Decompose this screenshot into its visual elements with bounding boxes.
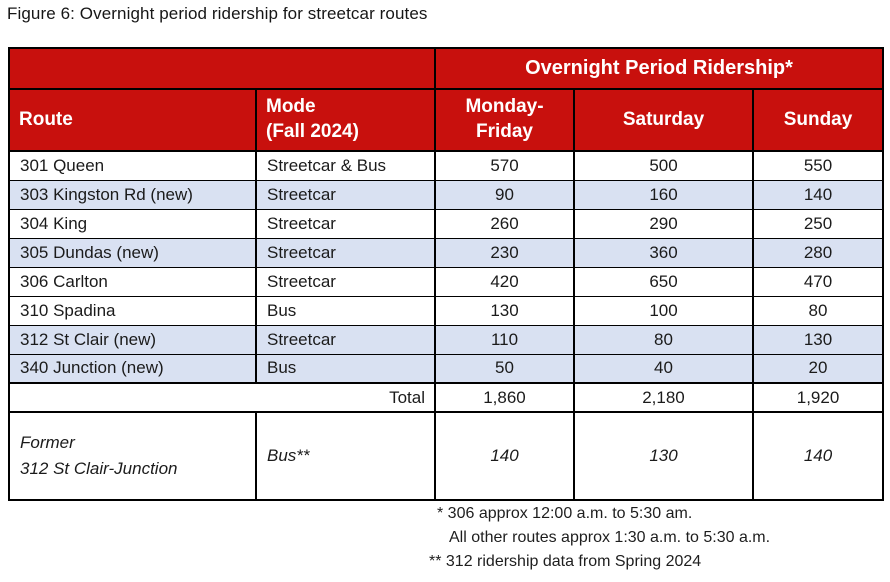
table-row-301-queen: 301 Queen Streetcar & Bus 570 500 550 [8,150,885,181]
route-cell: 301 Queen [8,150,257,181]
former-route-row: Former 312 St Clair-Junction Bus** 140 1… [8,411,885,501]
sunday-cell: 140 [751,179,885,210]
table-row-306-carlton: 306 Carlton Streetcar 420 650 470 [8,266,885,297]
monfri-cell: 50 [434,353,575,384]
table-row-304-king: 304 King Streetcar 260 290 250 [8,208,885,239]
route-cell: 310 Spadina [8,295,257,326]
total-label: Total [8,382,436,413]
sunday-cell: 130 [751,324,885,355]
table-row-310-spadina: 310 Spadina Bus 130 100 80 [8,295,885,326]
mode-cell: Bus [255,295,436,326]
former-mode-cell: Bus** [255,411,436,501]
mode-cell: Streetcar [255,266,436,297]
mode-cell: Streetcar [255,237,436,268]
sunday-cell: 250 [751,208,885,239]
figure-title: Figure 6: Overnight period ridership for… [7,4,428,23]
mode-cell: Streetcar & Bus [255,150,436,181]
footnotes: * 306 approx 12:00 a.m. to 5:30 am. All … [429,502,770,574]
sunday-cell: 550 [751,150,885,181]
banner-title: Overnight Period Ridership* [433,47,885,90]
route-cell: 303 Kingston Rd (new) [8,179,257,210]
saturday-cell: 160 [573,179,754,210]
column-header-row: Route Mode (Fall 2024) Monday- Friday Sa… [8,88,885,152]
monfri-cell: 90 [434,179,575,210]
mode-cell: Bus [255,353,436,384]
col-header-sunday: Sunday [751,88,885,152]
col-header-mode: Mode (Fall 2024) [255,88,436,152]
sunday-cell: 280 [751,237,885,268]
footnote-other-routes: All other routes approx 1:30 a.m. to 5:3… [449,529,771,546]
former-sunday-cell: 140 [751,411,885,501]
col-header-saturday: Saturday [573,88,754,152]
route-cell: 304 King [8,208,257,239]
monfri-cell: 420 [434,266,575,297]
table-row-303-kingston-rd: 303 Kingston Rd (new) Streetcar 90 160 1… [8,179,885,210]
monfri-cell: 230 [434,237,575,268]
monfri-cell: 570 [434,150,575,181]
route-cell: 340 Junction (new) [8,353,257,384]
saturday-cell: 80 [573,324,754,355]
total-saturday-cell: 2,180 [573,382,754,413]
route-cell: 306 Carlton [8,266,257,297]
table-row-312-st-clair: 312 St Clair (new) Streetcar 110 80 130 [8,324,885,355]
former-saturday-cell: 130 [573,411,754,501]
sunday-cell: 20 [751,353,885,384]
former-monfri-cell: 140 [434,411,575,501]
footnote-asterisk: * 306 approx 12:00 a.m. to 5:30 am. [437,505,693,522]
monfri-cell: 130 [434,295,575,326]
banner-empty-cell [8,47,436,90]
total-row: Total 1,860 2,180 1,920 [8,382,885,413]
saturday-cell: 500 [573,150,754,181]
total-monfri-cell: 1,860 [434,382,575,413]
former-route-cell: Former 312 St Clair-Junction [8,411,257,501]
mode-cell: Streetcar [255,324,436,355]
monfri-cell: 260 [434,208,575,239]
saturday-cell: 290 [573,208,754,239]
monfri-cell: 110 [434,324,575,355]
ridership-table: Overnight Period Ridership* Route Mode (… [8,47,885,501]
table-row-305-dundas: 305 Dundas (new) Streetcar 230 360 280 [8,237,885,268]
col-header-monday-friday: Monday- Friday [434,88,575,152]
footnote-double-asterisk: ** 312 ridership data from Spring 2024 [429,553,702,570]
table-row-340-junction: 340 Junction (new) Bus 50 40 20 [8,353,885,384]
saturday-cell: 650 [573,266,754,297]
total-sunday-cell: 1,920 [751,382,885,413]
mode-cell: Streetcar [255,208,436,239]
saturday-cell: 40 [573,353,754,384]
sunday-cell: 80 [751,295,885,326]
banner-row: Overnight Period Ridership* [8,47,885,90]
route-cell: 305 Dundas (new) [8,237,257,268]
col-header-route: Route [8,88,257,152]
sunday-cell: 470 [751,266,885,297]
mode-cell: Streetcar [255,179,436,210]
route-cell: 312 St Clair (new) [8,324,257,355]
saturday-cell: 360 [573,237,754,268]
saturday-cell: 100 [573,295,754,326]
